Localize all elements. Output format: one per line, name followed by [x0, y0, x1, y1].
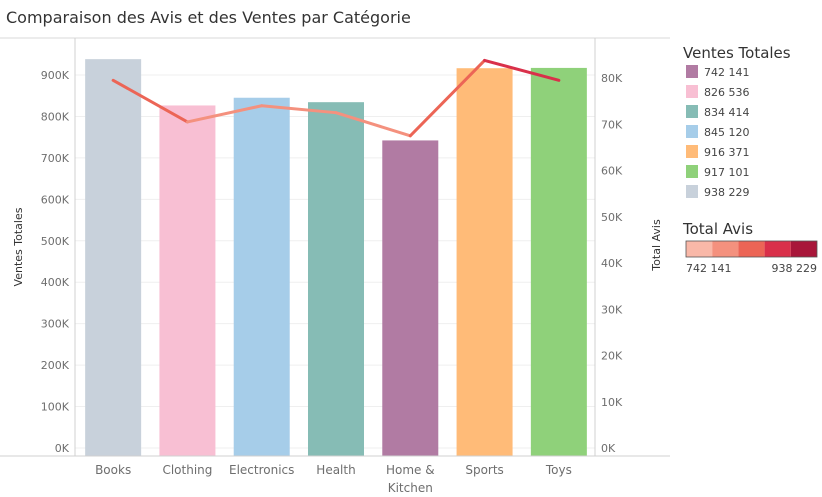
legend-sales-label: 742 141	[704, 66, 750, 79]
y-right-tick-label: 30K	[601, 303, 623, 316]
x-tick-label-cont: Kitchen	[388, 481, 433, 495]
bar	[530, 67, 587, 456]
y-right-axis-title: Total Avis	[650, 219, 663, 272]
legend-sales-title: Ventes Totales	[683, 44, 791, 62]
bar	[85, 59, 142, 457]
y-right-tick-label: 70K	[601, 118, 623, 131]
legend-swatch	[686, 85, 698, 98]
y-left-tick-label: 800K	[41, 110, 70, 123]
legend-swatch	[686, 125, 698, 138]
legend-sales-label: 834 414	[704, 106, 750, 119]
bar-series	[85, 59, 587, 457]
legend-swatch	[686, 65, 698, 78]
legend-sales-label: 845 120	[704, 126, 750, 139]
legend-ramp-border	[685, 240, 818, 258]
y-left-tick-label: 300K	[41, 318, 70, 331]
x-tick-label: Home &	[386, 463, 435, 477]
y-left-tick-label: 500K	[41, 235, 70, 248]
legend-ramp-step	[712, 241, 739, 257]
y-left-tick-label: 100K	[41, 401, 70, 414]
y-left-tick-label: 0K	[55, 442, 70, 455]
legend-swatch	[686, 165, 698, 178]
legend-swatch	[686, 105, 698, 118]
legend-swatch	[686, 185, 698, 198]
y-right-tick-label: 80K	[601, 72, 623, 85]
legend-sales-label: 938 229	[704, 186, 750, 199]
line-segment	[483, 58, 561, 82]
y-left-tick-label: 700K	[41, 152, 70, 165]
legend-swatch	[686, 145, 698, 158]
x-tick-label: Sports	[465, 463, 503, 477]
legend-ramp-step	[686, 241, 713, 257]
bar	[382, 140, 439, 457]
line-segment	[260, 104, 338, 115]
y-left-tick-label: 600K	[41, 193, 70, 206]
legend-reviews-max: 938 229	[772, 262, 818, 275]
legend-ramp-step	[790, 241, 817, 257]
legend-sales-label: 917 101	[704, 166, 750, 179]
y-right-tick-label: 40K	[601, 257, 623, 270]
x-tick-label: Electronics	[229, 463, 294, 477]
line-series	[111, 58, 561, 138]
y-left-tick-label: 400K	[41, 276, 70, 289]
y-right-tick-label: 20K	[601, 350, 623, 363]
bar	[159, 105, 216, 456]
y-right-tick-label: 10K	[601, 396, 623, 409]
x-tick-label: Clothing	[162, 463, 212, 477]
y-left-axis-title: Ventes Totales	[12, 207, 25, 286]
y-right-tick-label: 50K	[601, 211, 623, 224]
x-tick-label: Health	[316, 463, 355, 477]
y-right-tick-label: 0K	[601, 442, 616, 455]
line-segment	[111, 78, 189, 124]
y-left-tick-label: 900K	[41, 69, 70, 82]
legend-ramp-step	[764, 241, 791, 257]
bar	[233, 97, 290, 456]
x-tick-label: Books	[95, 463, 131, 477]
legend: Ventes Totales 742 141 826 536 834 414 845 1…	[682, 44, 818, 275]
bar	[456, 68, 513, 456]
legend-sales-label: 826 536	[704, 86, 750, 99]
y-left-tick-label: 200K	[41, 359, 70, 372]
legend-ramp-step	[738, 241, 765, 257]
line-segment	[334, 111, 412, 138]
line-segment	[408, 58, 487, 138]
y-right-tick-label: 60K	[601, 165, 623, 178]
chart-title: Comparaison des Avis et des Ventes par C…	[6, 8, 411, 27]
legend-reviews-min: 742 141	[686, 262, 732, 275]
bar	[308, 102, 364, 456]
legend-sales-label: 916 371	[704, 146, 750, 159]
line-segment	[185, 104, 264, 124]
axes: 0K 100K 200K 300K 400K 500K 600K 700K 800K 900K 0K…	[0, 38, 670, 495]
legend-reviews-title: Total Avis	[682, 220, 753, 238]
x-tick-label: Toys	[545, 463, 572, 477]
